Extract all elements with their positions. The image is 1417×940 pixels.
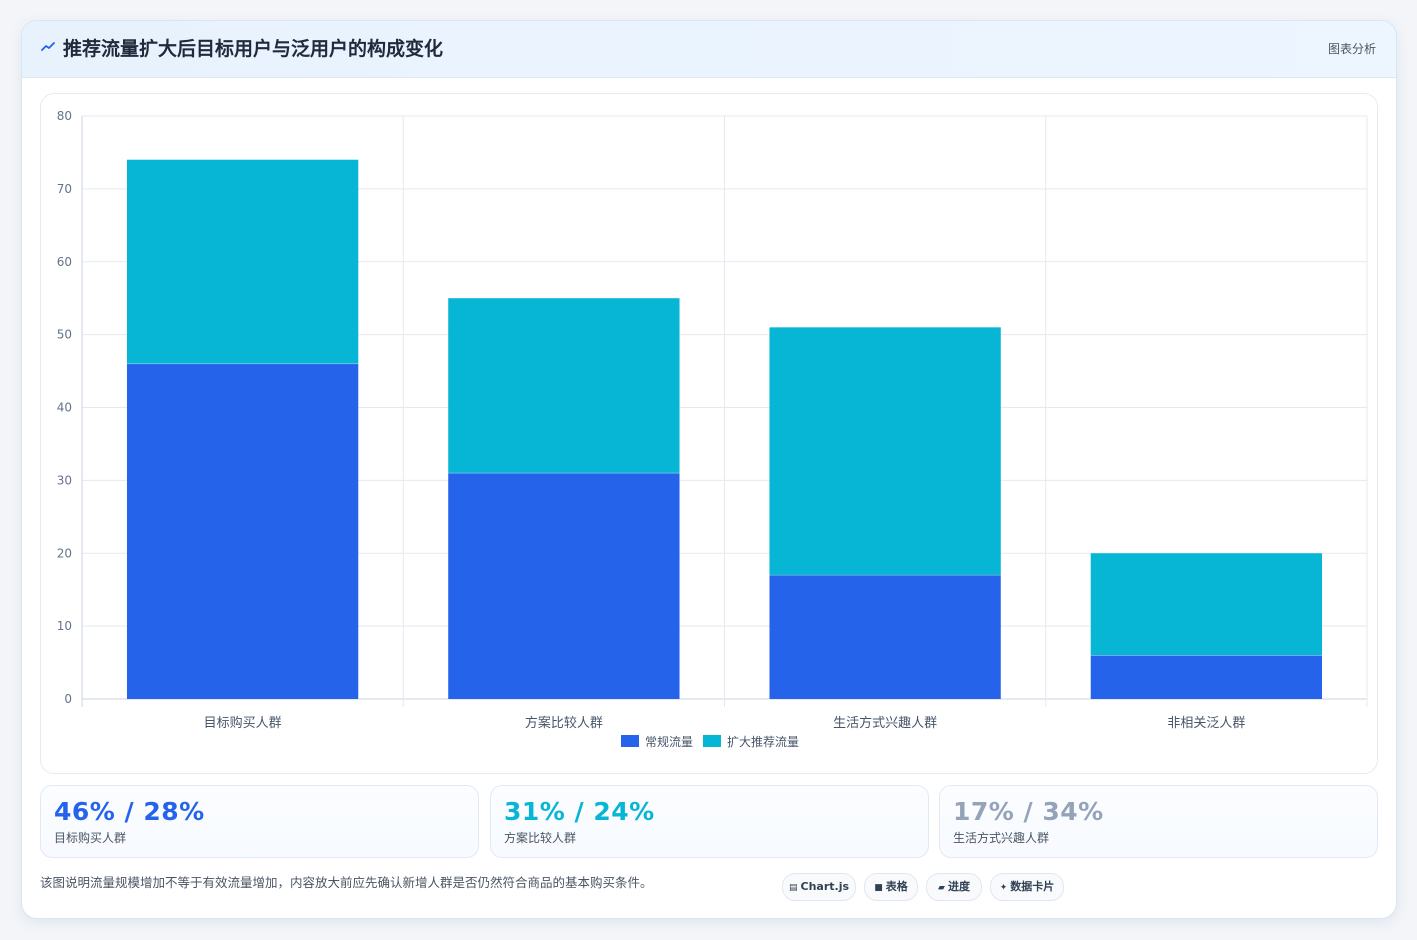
stacked-bar-chart: 0 10 20 30 40 50 60 70 80 目标购买人群 方案比较人群 生活方式兴趣人群 非相关…: [57, 109, 1368, 749]
bar-segment-regular: [769, 575, 1001, 699]
bar-segment-expanded: [448, 298, 680, 474]
y-tick-label: 20: [57, 546, 72, 560]
y-tick-label: 30: [57, 473, 72, 487]
bar-segment-regular: [1090, 655, 1323, 699]
stat-label: 生活方式兴趣人群: [953, 831, 1050, 845]
chart-icon: ▤: [788, 883, 798, 893]
stat-card: 46% / 28% 目标购买人群: [40, 785, 479, 858]
x-tick-label: 方案比较人群: [525, 715, 603, 731]
sparkle-icon: ✦: [999, 883, 1008, 893]
stat-value: 17% / 34%: [953, 797, 1104, 826]
bar-segment-expanded: [126, 159, 359, 364]
chip-progress[interactable]: ▰ 进度: [926, 873, 982, 901]
chip-label: 数据卡片: [1010, 880, 1055, 893]
stat-value: 46% / 28%: [54, 797, 205, 826]
footnote: 该图说明流量规模增加不等于有效流量增加，内容放大前应先确认新增人群是否仍然符合商…: [40, 875, 653, 890]
bar-segment-regular: [448, 473, 680, 699]
legend-label: 常规流量: [645, 734, 693, 749]
chip-data-card[interactable]: ✦ 数据卡片: [990, 873, 1064, 901]
y-tick-label: 70: [57, 182, 72, 196]
stat-label: 目标购买人群: [54, 831, 127, 845]
chip-label: 进度: [947, 880, 970, 893]
x-tick-label: 非相关泛人群: [1167, 716, 1245, 731]
panel-header: 推荐流量扩大后目标用户与泛用户的构成变化 图表分析: [22, 21, 1396, 78]
chip-table[interactable]: ■ 表格: [864, 873, 918, 901]
stat-value: 31% / 24%: [504, 797, 655, 826]
chart-panel: 推荐流量扩大后目标用户与泛用户的构成变化 图表分析 0 10 20 30 40 50 60 7…: [21, 20, 1397, 919]
x-tick-label: 目标购买人群: [204, 715, 282, 731]
progress-icon: ▰: [938, 883, 945, 893]
y-tick-label: 60: [57, 255, 72, 269]
x-tick-label: 生活方式兴趣人群: [833, 715, 937, 731]
bar-segment-regular: [126, 363, 359, 699]
stat-label: 方案比较人群: [504, 831, 577, 845]
y-tick-label: 40: [57, 401, 72, 415]
chip-chartjs[interactable]: ▤ Chart.js: [782, 873, 856, 901]
legend-swatch: [621, 735, 639, 747]
legend-label: 扩大推荐流量: [727, 735, 799, 749]
trend-line-icon: [41, 40, 55, 59]
chip-label: Chart.js: [800, 880, 850, 893]
bar-segment-expanded: [769, 327, 1001, 576]
bar-segment-expanded: [1090, 553, 1323, 656]
stat-card: 17% / 34% 生活方式兴趣人群: [939, 785, 1378, 858]
table-icon: ■: [874, 883, 883, 893]
stat-card: 31% / 24% 方案比较人群: [490, 785, 929, 858]
legend-swatch: [703, 735, 721, 747]
chart-container: 0 10 20 30 40 50 60 70 80 目标购买人群 方案比较人群 生活方式兴趣人群 非相关…: [40, 93, 1378, 774]
header-tag: 图表分析: [1327, 42, 1376, 56]
y-tick-label: 50: [57, 328, 72, 342]
y-tick-label: 0: [64, 692, 72, 706]
chip-label: 表格: [885, 880, 908, 893]
y-tick-label: 80: [57, 109, 72, 123]
page-title: 推荐流量扩大后目标用户与泛用户的构成变化: [63, 38, 444, 60]
y-tick-label: 10: [57, 619, 72, 633]
